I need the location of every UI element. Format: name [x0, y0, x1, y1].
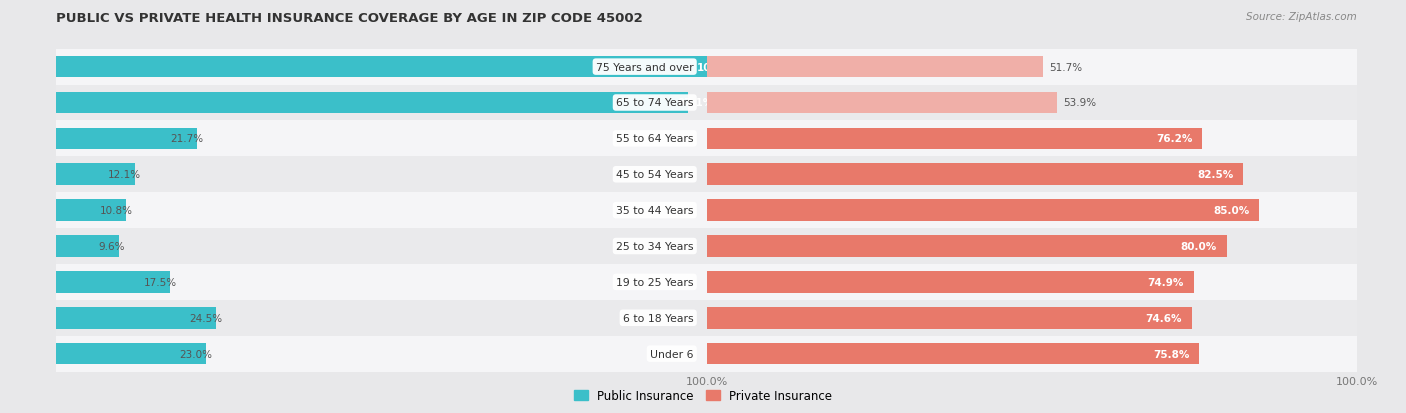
- Text: 23.0%: 23.0%: [180, 349, 212, 359]
- Bar: [56, 193, 706, 228]
- Bar: [56, 200, 127, 221]
- Text: 21.7%: 21.7%: [170, 134, 204, 144]
- Text: 76.2%: 76.2%: [1156, 134, 1192, 144]
- Text: 97.1%: 97.1%: [678, 98, 714, 108]
- Bar: [56, 271, 170, 293]
- Bar: [56, 85, 706, 121]
- Bar: [706, 85, 1357, 121]
- Bar: [706, 236, 1226, 257]
- Text: 6 to 18 Years: 6 to 18 Years: [623, 313, 693, 323]
- Bar: [56, 121, 706, 157]
- Text: Under 6: Under 6: [650, 349, 693, 359]
- Text: 74.9%: 74.9%: [1147, 277, 1184, 287]
- Bar: [56, 164, 135, 185]
- Text: 53.9%: 53.9%: [1063, 98, 1097, 108]
- Legend: Public Insurance, Private Insurance: Public Insurance, Private Insurance: [569, 385, 837, 407]
- Bar: [706, 93, 1057, 114]
- Bar: [56, 236, 118, 257]
- Bar: [56, 93, 688, 114]
- Bar: [56, 157, 706, 193]
- Text: 80.0%: 80.0%: [1181, 242, 1218, 252]
- Bar: [56, 307, 215, 329]
- Text: 100.0%: 100.0%: [697, 62, 741, 72]
- Text: 51.7%: 51.7%: [1049, 62, 1083, 72]
- Text: 25 to 34 Years: 25 to 34 Years: [616, 242, 693, 252]
- Bar: [706, 228, 1357, 264]
- Text: 55 to 64 Years: 55 to 64 Years: [616, 134, 693, 144]
- Bar: [56, 50, 706, 85]
- Bar: [706, 50, 1357, 85]
- Bar: [706, 128, 1202, 150]
- Bar: [706, 164, 1243, 185]
- Bar: [706, 57, 1043, 78]
- Bar: [706, 121, 1357, 157]
- Bar: [56, 57, 706, 78]
- Text: 17.5%: 17.5%: [143, 277, 177, 287]
- Text: 10.8%: 10.8%: [100, 206, 134, 216]
- Text: 82.5%: 82.5%: [1197, 170, 1233, 180]
- Text: 9.6%: 9.6%: [98, 242, 125, 252]
- Text: Source: ZipAtlas.com: Source: ZipAtlas.com: [1246, 12, 1357, 22]
- Text: 85.0%: 85.0%: [1213, 206, 1250, 216]
- Bar: [56, 264, 706, 300]
- Text: 74.6%: 74.6%: [1146, 313, 1182, 323]
- Text: PUBLIC VS PRIVATE HEALTH INSURANCE COVERAGE BY AGE IN ZIP CODE 45002: PUBLIC VS PRIVATE HEALTH INSURANCE COVER…: [56, 12, 643, 25]
- Text: 12.1%: 12.1%: [108, 170, 142, 180]
- Bar: [706, 336, 1357, 372]
- Text: 19 to 25 Years: 19 to 25 Years: [616, 277, 693, 287]
- Bar: [706, 271, 1194, 293]
- Text: 75 Years and over: 75 Years and over: [596, 62, 693, 72]
- Bar: [56, 300, 706, 336]
- Text: 65 to 74 Years: 65 to 74 Years: [616, 98, 693, 108]
- Text: 45 to 54 Years: 45 to 54 Years: [616, 170, 693, 180]
- Bar: [56, 128, 197, 150]
- Bar: [706, 200, 1260, 221]
- Bar: [706, 193, 1357, 228]
- Bar: [706, 343, 1199, 365]
- Bar: [706, 264, 1357, 300]
- Text: 24.5%: 24.5%: [188, 313, 222, 323]
- Bar: [56, 336, 706, 372]
- Bar: [56, 228, 706, 264]
- Bar: [56, 343, 205, 365]
- Bar: [706, 157, 1357, 193]
- Bar: [706, 307, 1192, 329]
- Text: 75.8%: 75.8%: [1153, 349, 1189, 359]
- Text: 35 to 44 Years: 35 to 44 Years: [616, 206, 693, 216]
- Bar: [706, 300, 1357, 336]
